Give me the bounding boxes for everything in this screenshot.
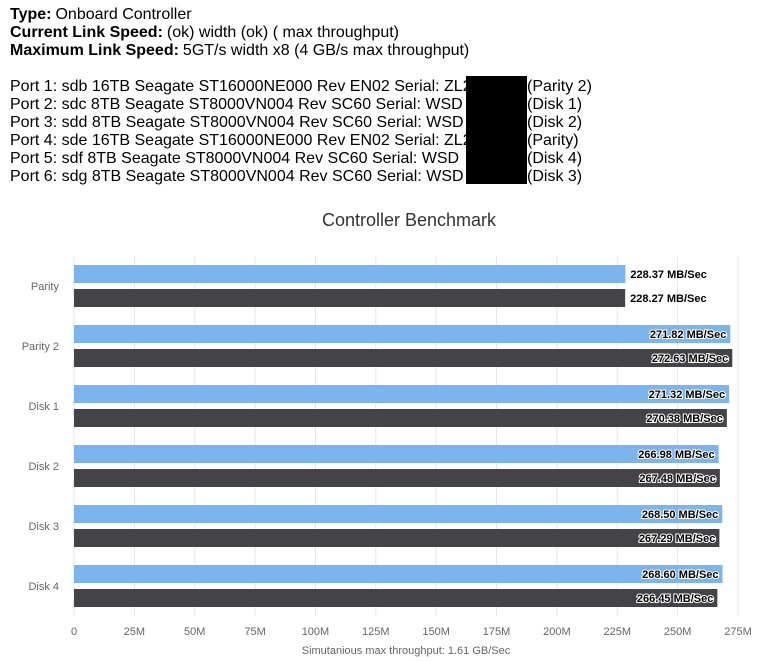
value-label: 268.50 MB/Sec [642,509,718,521]
port-line: Port 4: sde 16TB Seagate ST16000NE000 Re… [10,132,472,149]
bar [74,349,733,367]
x-tick-label: 150M [422,626,450,638]
bar [74,565,723,583]
x-tick-label: 250M [664,626,692,638]
bar [74,385,730,403]
bar [74,529,720,547]
info-value: Onboard Controller [55,6,192,23]
info-value: (ok) width (ok) ( max throughput) [167,24,399,41]
x-tick-label: 100M [302,626,330,638]
value-label: 272.63 MB/Sec [652,353,728,365]
port-line: Port 2: sdc 8TB Seagate ST8000VN004 Rev … [10,96,463,113]
value-label: 271.82 MB/Sec [650,329,726,341]
bar [74,469,720,487]
port-line: Port 1: sdb 16TB Seagate ST16000NE000 Re… [10,78,472,95]
info-label: Type: [10,6,51,23]
x-tick-label: 200M [543,626,571,638]
x-axis-label: Simutanious max throughput: 1.61 GB/Sec [302,645,511,657]
x-tick-label: 275M [724,626,752,638]
bar [74,409,727,427]
value-label: 228.37 MB/Sec [630,269,706,281]
redaction [466,76,527,184]
info-label: Current Link Speed: [10,24,163,41]
x-tick-label: 75M [244,626,265,638]
info-line: Current Link Speed: (ok) width (ok) ( max… [10,24,399,41]
bar [74,589,718,607]
info-label: Maximum Link Speed: [10,42,179,59]
port-role: (Disk 4) [527,150,582,167]
chart-title: Controller Benchmark [322,210,497,230]
bar [74,325,731,343]
bar [74,445,719,463]
value-label: 228.27 MB/Sec [630,293,706,305]
value-label: 268.60 MB/Sec [642,569,718,581]
y-tick-label: Disk 4 [28,581,59,593]
x-tick-label: 50M [184,626,205,638]
y-tick-label: Disk 2 [28,461,59,473]
value-label: 266.45 MB/Sec [637,593,713,605]
value-label: 267.48 MB/Sec [639,473,715,485]
port-role: (Disk 2) [527,114,582,131]
y-tick-label: Disk 1 [28,401,59,413]
bar [74,505,723,523]
port-line: Port 3: sdd 8TB Seagate ST8000VN004 Rev … [10,114,464,131]
x-tick-label: 125M [362,626,390,638]
info-value: 5GT/s width x8 (4 GB/s max throughput) [183,42,469,59]
y-tick-label: Disk 3 [28,521,59,533]
x-tick-label: 175M [483,626,511,638]
port-role: (Disk 3) [527,168,582,185]
value-label: 267.29 MB/Sec [639,533,715,545]
port-line: Port 5: sdf 8TB Seagate ST8000VN004 Rev … [10,150,459,167]
x-tick-label: 225M [604,626,632,638]
y-tick-label: Parity 2 [22,341,59,353]
info-line: Type: Onboard Controller [10,6,192,23]
value-label: 271.32 MB/Sec [649,389,725,401]
x-tick-label: 0 [71,626,77,638]
value-label: 266.98 MB/Sec [638,449,714,461]
port-role: (Parity 2) [527,78,592,95]
bar [74,289,626,307]
port-line: Port 6: sdg 8TB Seagate ST8000VN004 Rev … [10,168,464,185]
y-tick-label: Parity [31,281,60,293]
port-role: (Disk 1) [527,96,582,113]
x-tick-label: 25M [124,626,145,638]
port-role: (Parity) [527,132,579,149]
value-label: 270.38 MB/Sec [646,413,722,425]
chart: 0 25M 50M 75M 100M 125M 150M 175M 200M 225M 250M 27… [22,256,752,657]
info-line: Maximum Link Speed: 5GT/s width x8 (4 GB/… [10,42,469,59]
bar [74,265,626,283]
